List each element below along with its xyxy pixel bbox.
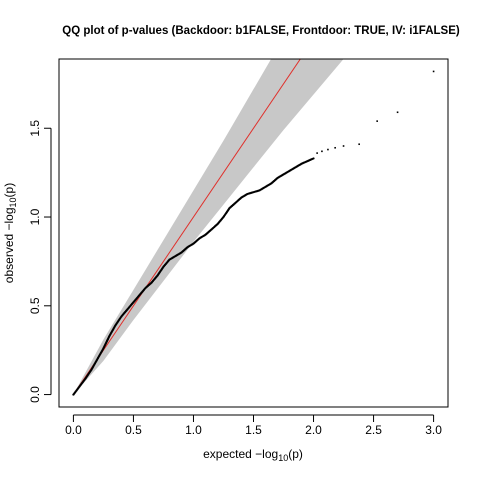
y-tick-label: 0.5 — [28, 297, 42, 314]
x-axis: 0.0 0.5 1.0 1.5 2.0 2.5 3.0 — [65, 414, 442, 437]
x-tick-label: 2.0 — [305, 423, 322, 437]
chart-title: QQ plot of p-values (Backdoor: b1FALSE, … — [62, 25, 460, 37]
data-point — [334, 146, 336, 149]
y-tick-label: 1.0 — [28, 208, 42, 225]
reference-line — [72, 59, 301, 395]
data-point — [342, 145, 345, 147]
label-text: expected — [203, 447, 255, 461]
x-tick-label: 1.0 — [185, 423, 202, 437]
data-point — [358, 143, 360, 146]
points-layer — [72, 70, 435, 396]
label-text: observed — [2, 231, 16, 284]
x-tick-label: 0.5 — [125, 423, 142, 437]
y-tick-label: 1.5 — [28, 120, 42, 137]
plot-frame — [58, 58, 449, 408]
y-axis-label: observed −log10(p) — [2, 183, 18, 283]
x-tick-label: 0.0 — [65, 423, 82, 437]
x-tick-label: 2.5 — [365, 423, 382, 437]
data-point — [321, 150, 323, 153]
y-tick-label: 0.0 — [28, 386, 42, 403]
label-subscript: 10 — [8, 197, 18, 207]
x-tick-label: 3.0 — [425, 423, 442, 437]
y-axis: 0.0 0.5 1.0 1.5 — [28, 120, 52, 403]
confidence-band — [73, 59, 344, 395]
data-point — [376, 120, 378, 122]
data-point — [396, 111, 399, 114]
data-point — [432, 70, 435, 73]
label-log: log — [262, 447, 278, 461]
x-tick-label: 1.5 — [245, 423, 262, 437]
label-minus: − — [2, 223, 16, 230]
label-subscript: 10 — [278, 453, 288, 463]
label-suffix: (p) — [288, 447, 303, 461]
label-minus: − — [255, 447, 262, 461]
data-point — [316, 152, 318, 154]
x-axis-label: expected −log10(p) — [203, 447, 303, 463]
reference-line-layer — [72, 59, 301, 395]
label-log: log — [2, 207, 16, 223]
confidence-band-layer — [73, 59, 344, 395]
label-suffix: (p) — [2, 183, 16, 198]
data-point — [312, 157, 315, 160]
data-point — [327, 148, 329, 151]
